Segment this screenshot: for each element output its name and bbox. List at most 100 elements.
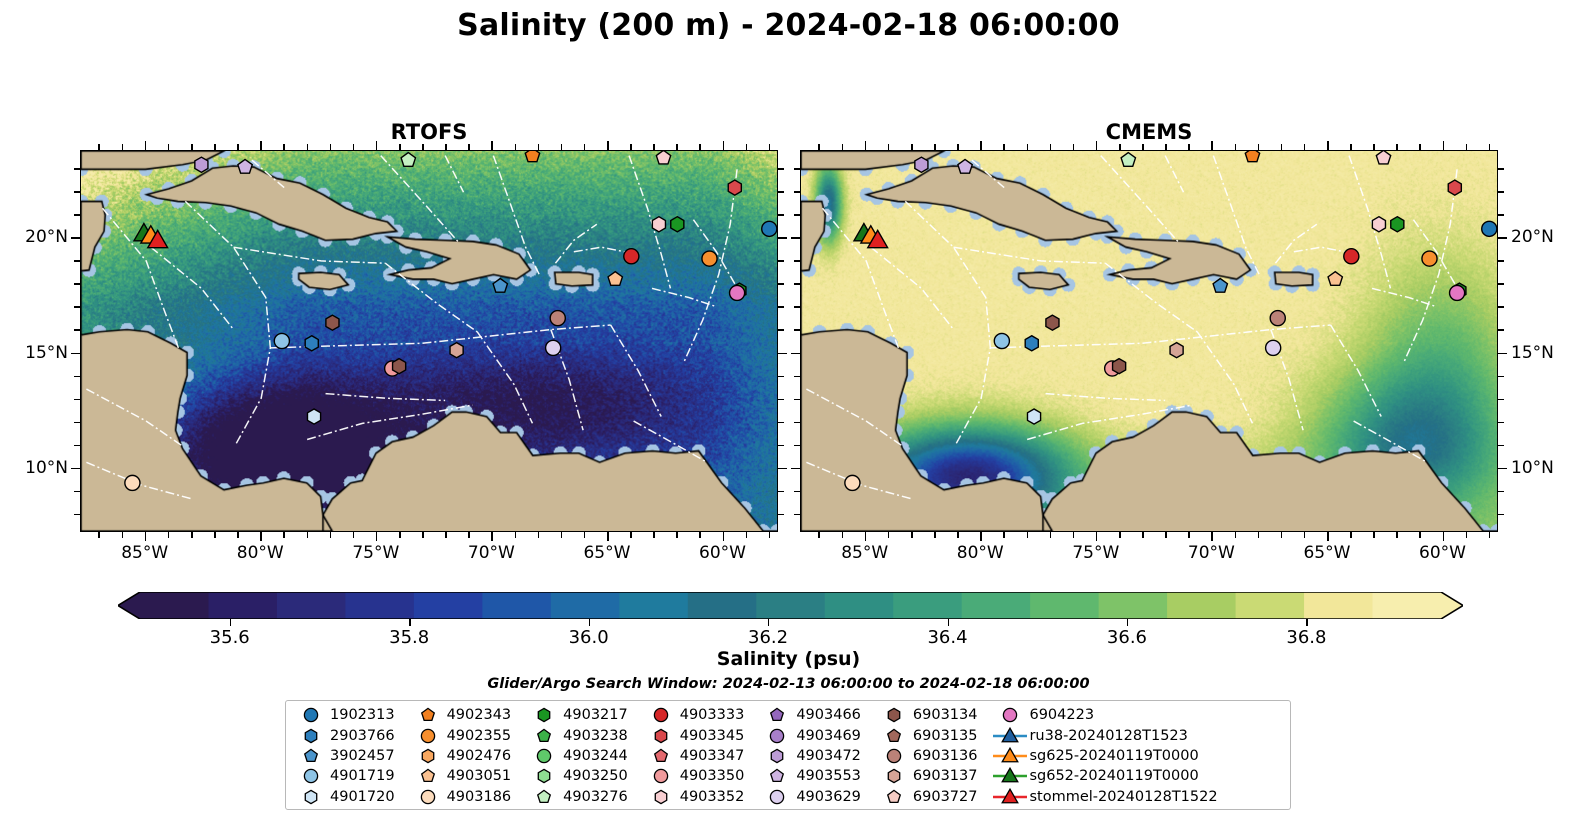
map-marker[interactable] [1371,215,1387,233]
legend-item[interactable]: 4903345 [642,725,759,745]
map-marker[interactable] [1269,309,1287,327]
map-marker[interactable] [914,156,929,174]
map-marker[interactable] [1169,341,1184,359]
x-tick [144,141,147,150]
map-panel-cmems[interactable] [800,150,1498,532]
legend-item[interactable]: 4903466 [758,705,875,725]
map-marker[interactable] [273,332,291,350]
legend-item[interactable]: ru38-20240128T1523 [991,725,1231,745]
y-tick [794,191,800,193]
legend-item[interactable]: 2903766 [292,725,409,745]
legend-item[interactable]: 4903238 [525,725,642,745]
legend-item[interactable]: 6903727 [875,787,992,807]
legend-item[interactable]: 4901720 [292,787,409,807]
map-marker[interactable] [544,339,562,357]
map-marker[interactable] [1244,151,1261,163]
legend-item[interactable]: 6903137 [875,766,992,786]
legend-item[interactable]: 4903186 [409,787,526,807]
x-tick [445,144,447,150]
colorbar[interactable] [118,592,1463,619]
x-tick [190,532,193,538]
map-marker[interactable] [449,341,464,359]
legend-item[interactable]: 4903051 [409,766,526,786]
legend-item[interactable]: stommel-20240128T1522 [991,787,1231,807]
map-marker[interactable] [866,228,889,249]
map-marker[interactable] [194,156,209,174]
legend-item[interactable]: 6904223 [991,705,1231,725]
x-tick [260,532,262,541]
legend-item[interactable]: 4903333 [642,705,759,725]
map-marker[interactable] [993,332,1011,350]
map-marker[interactable] [492,277,509,293]
legend-item[interactable]: 4903352 [642,787,759,807]
map-marker[interactable] [1111,357,1127,375]
map-marker[interactable] [1045,314,1060,332]
map-marker[interactable] [844,474,861,492]
map-marker[interactable] [1421,250,1438,267]
map-marker[interactable] [1375,151,1392,165]
map-marker[interactable] [957,158,974,174]
map-marker[interactable] [524,151,541,163]
map-marker[interactable] [1447,179,1463,196]
legend-item[interactable]: 4903347 [642,746,759,766]
legend-item[interactable]: 6903135 [875,725,992,745]
map-marker[interactable] [306,408,322,425]
map-marker[interactable] [761,220,777,238]
legend-item[interactable]: 4902343 [409,705,526,725]
map-marker[interactable] [701,250,718,267]
map-marker[interactable] [651,215,667,233]
map-marker[interactable] [1264,339,1282,357]
map-marker[interactable] [1343,248,1360,265]
legend-item[interactable]: 4903350 [642,766,759,786]
legend-item[interactable]: 4901719 [292,766,409,786]
map-panel-rtofs[interactable] [80,150,778,532]
legend-item[interactable]: 4902476 [409,746,526,766]
legend-item[interactable]: 4903217 [525,705,642,725]
legend-label: 4903238 [563,727,628,744]
legend-item[interactable]: 4903276 [525,787,642,807]
legend-item[interactable]: 3902457 [292,746,409,766]
legend-item[interactable]: 4903250 [525,766,642,786]
map-marker[interactable] [623,248,640,265]
legend-item[interactable]: 4903472 [758,746,875,766]
x-tick [514,144,517,150]
map-marker[interactable] [146,228,169,249]
map-marker[interactable] [391,357,407,375]
legend-item[interactable]: 4903244 [525,746,642,766]
map-marker[interactable] [607,270,624,287]
legend-marker-icon [409,766,447,786]
x-tick [957,144,959,150]
map-marker[interactable] [1120,151,1137,167]
map-marker[interactable] [325,314,340,332]
y-tick [1498,214,1504,217]
legend-item[interactable]: 4903553 [758,766,875,786]
legend-item[interactable]: 4902355 [409,725,526,745]
legend-item[interactable]: 6903134 [875,705,992,725]
legend-item[interactable]: 4903469 [758,725,875,745]
legend-item[interactable]: sg652-20240119T0000 [991,766,1231,786]
map-marker[interactable] [304,334,319,352]
map-marker[interactable] [1026,408,1042,425]
x-tick [1488,532,1491,538]
map-marker[interactable] [670,215,685,233]
map-marker[interactable] [1481,220,1497,238]
legend-item[interactable]: sg625-20240119T0000 [991,746,1231,766]
map-marker[interactable] [727,179,743,196]
y-tick [778,444,784,447]
map-marker[interactable] [400,151,417,167]
x-tick [1142,532,1144,538]
map-marker[interactable] [237,158,254,174]
map-marker[interactable] [728,284,746,302]
map-marker[interactable] [655,151,672,165]
map-marker[interactable] [124,474,141,492]
legend-item[interactable]: 1902313 [292,705,409,725]
map-marker[interactable] [549,309,567,327]
map-marker[interactable] [1390,215,1405,233]
legend-label: stommel-20240128T1522 [1029,788,1218,805]
map-marker[interactable] [1024,334,1039,352]
map-marker[interactable] [1448,284,1466,302]
map-marker[interactable] [1327,270,1344,287]
legend-item[interactable]: 4903629 [758,787,875,807]
legend-item[interactable]: 6903136 [875,746,992,766]
map-marker[interactable] [1212,277,1229,293]
